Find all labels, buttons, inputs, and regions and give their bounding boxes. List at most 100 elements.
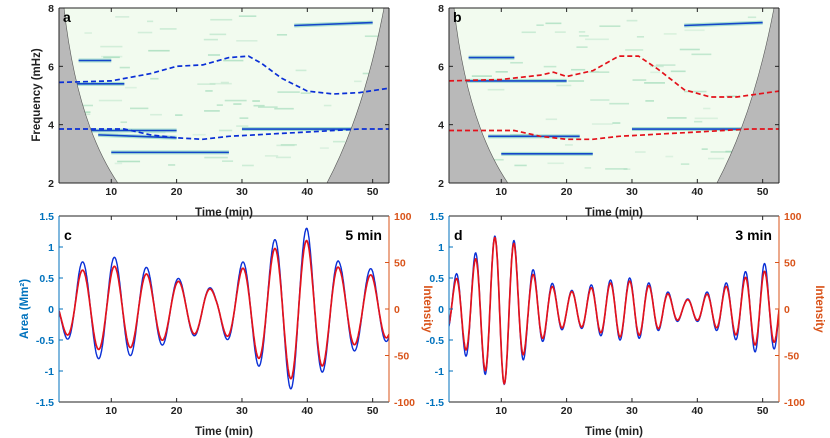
panel-b-speckle [649, 65, 664, 68]
panel-a-speckle [209, 33, 227, 36]
panel-b-speckle [589, 71, 599, 73]
panel-a-ytick-label-3: 8 [48, 3, 54, 15]
panel-a-speckle [277, 91, 300, 93]
panel-b-speckle [707, 157, 725, 160]
panel-c-xtick-label-4: 50 [367, 405, 379, 417]
panel-a-speckle [233, 103, 242, 105]
panel-a-speckle [209, 82, 232, 85]
panel-d-ytick-label-1: -1 [435, 366, 444, 378]
panel-a-xtick-label-2: 30 [236, 186, 248, 198]
panel-a-speckle [150, 77, 159, 80]
panel-a-speckle [210, 18, 233, 21]
panel-a-speckle [332, 140, 346, 143]
panel-a-speckle [220, 81, 229, 84]
panel-d-timeseries: 10 20 30 40 50 -1.5 -1 -0.5 0 0.5 1 1.5 -100 -50 0 50 10… [426, 211, 805, 417]
panel-b-spectrogram: 10 20 30 40 50 2 4 6 8 [438, 3, 780, 198]
panel-a-plot-area [59, 8, 389, 183]
panel-b-xtick-label-0: 10 [495, 186, 507, 198]
panel-c-ytick-right-label-3: 50 [394, 258, 406, 270]
panel-b-speckle [536, 24, 544, 26]
panel-c-ytick-label-6: 1.5 [39, 211, 54, 223]
panel-a-ytick-label-0: 2 [48, 178, 54, 190]
panel-a-speckle [207, 54, 221, 56]
panel-c-timeseries: 10 20 30 40 50 -1.5 -1 -0.5 0 0.5 1 1.5 -100 -50 0 50 10… [36, 211, 415, 417]
panel-a-speckle [117, 160, 141, 163]
panel-c-ytick-right-label-1: -50 [394, 351, 409, 363]
panel-b-speckle [655, 64, 676, 66]
panel-d-ytick-label-2: -0.5 [426, 335, 444, 347]
panel-a-speckle [192, 133, 206, 136]
panel-b-speckle [543, 65, 557, 68]
panel-a-speckle [98, 99, 123, 102]
panel-a-xtick-label-0: 10 [105, 186, 117, 198]
panel-d-ytick-right-label-4: 100 [784, 211, 802, 223]
panel-a-speckle [241, 164, 254, 167]
panel-c-ylabel-right: Intensity [421, 285, 433, 333]
panel-a-speckle [364, 35, 385, 38]
panel-c-period-annotation: 5 min [345, 227, 382, 243]
panel-a-speckle [275, 156, 291, 159]
panel-c-xtick-label-3: 40 [301, 405, 313, 417]
panel-a-ytick-label-2: 6 [48, 61, 54, 73]
panel-b-speckle [545, 118, 558, 121]
panel-b-cone-left [449, 8, 509, 183]
panel-b-speckle [634, 151, 646, 153]
panel-a-speckle [100, 45, 123, 48]
panel-b-speckle [492, 158, 504, 161]
panel-d-ytick-right-label-0: -100 [784, 397, 805, 409]
panel-a-cone-left [59, 8, 119, 183]
panel-c-xtick-label-0: 10 [105, 405, 117, 417]
panel-b-speckle [578, 31, 586, 33]
panel-c-ytick-label-2: -0.5 [36, 335, 54, 347]
panel-a-speckle [274, 107, 294, 110]
panel-a-ridge-2 [98, 134, 177, 139]
panel-a-speckle [218, 129, 233, 132]
panel-b-speckle [579, 35, 589, 37]
panel-b-xtick-label-3: 40 [691, 186, 703, 198]
panel-b-speckle [554, 31, 566, 33]
panel-b-speckle [521, 31, 536, 34]
panel-b-speckle [625, 49, 644, 51]
panel-d-xtick-label-0: 10 [495, 405, 507, 417]
panel-d-xtick-label-2: 30 [626, 405, 638, 417]
panel-b-plot-area [449, 8, 779, 183]
panel-b-ytick-label-3: 8 [438, 3, 444, 15]
panel-a-speckle [236, 39, 258, 42]
panel-b-speckle [591, 123, 613, 125]
panel-d-ytick-right-label-3: 50 [784, 258, 796, 270]
panel-a-cone-right [326, 8, 389, 183]
panel-b-speckle [605, 168, 628, 170]
panel-b-speckle [584, 167, 592, 169]
panel-b-speckle [471, 75, 492, 77]
panel-b-speckle [564, 144, 573, 146]
panel-a-speckle [300, 92, 311, 94]
panel-a-ylabel: Frequency (mHz) [31, 48, 43, 141]
panel-d-ytick-label-3: 0 [438, 304, 444, 316]
panel-a-letter: a [63, 9, 71, 25]
panel-c-series-intensity [59, 239, 389, 380]
panel-c-xlabel: Time (min) [195, 426, 253, 438]
panel-b-speckle [568, 80, 585, 82]
panel-a-speckle [148, 49, 170, 52]
panel-b-speckle [663, 33, 677, 35]
panel-a-speckle [146, 131, 166, 134]
panel-b-speckle [590, 99, 610, 101]
panel-b-speckle [684, 29, 705, 32]
panel-b-speckle [514, 164, 527, 167]
panel-b-cone-right [716, 8, 779, 183]
panel-b-speckle [684, 90, 707, 93]
panel-b-speckle [487, 88, 505, 91]
panel-b-speckle [667, 117, 687, 119]
panel-a-track-upper [59, 55, 389, 95]
panel-a-speckle [115, 16, 130, 18]
panel-a-speckle [354, 80, 362, 83]
panel-b-speckle [645, 100, 654, 102]
panel-a-speckle [168, 164, 176, 166]
panel-c-ytick-label-1: -1 [45, 366, 54, 378]
panel-a-speckle [236, 125, 249, 127]
panel-d-xtick-label-1: 20 [561, 405, 573, 417]
panel-a-speckle [323, 104, 332, 107]
panel-c-series-area [59, 227, 389, 390]
panel-d-ylabel-right: Intensity [813, 285, 825, 333]
panel-a-speckle [204, 110, 220, 112]
